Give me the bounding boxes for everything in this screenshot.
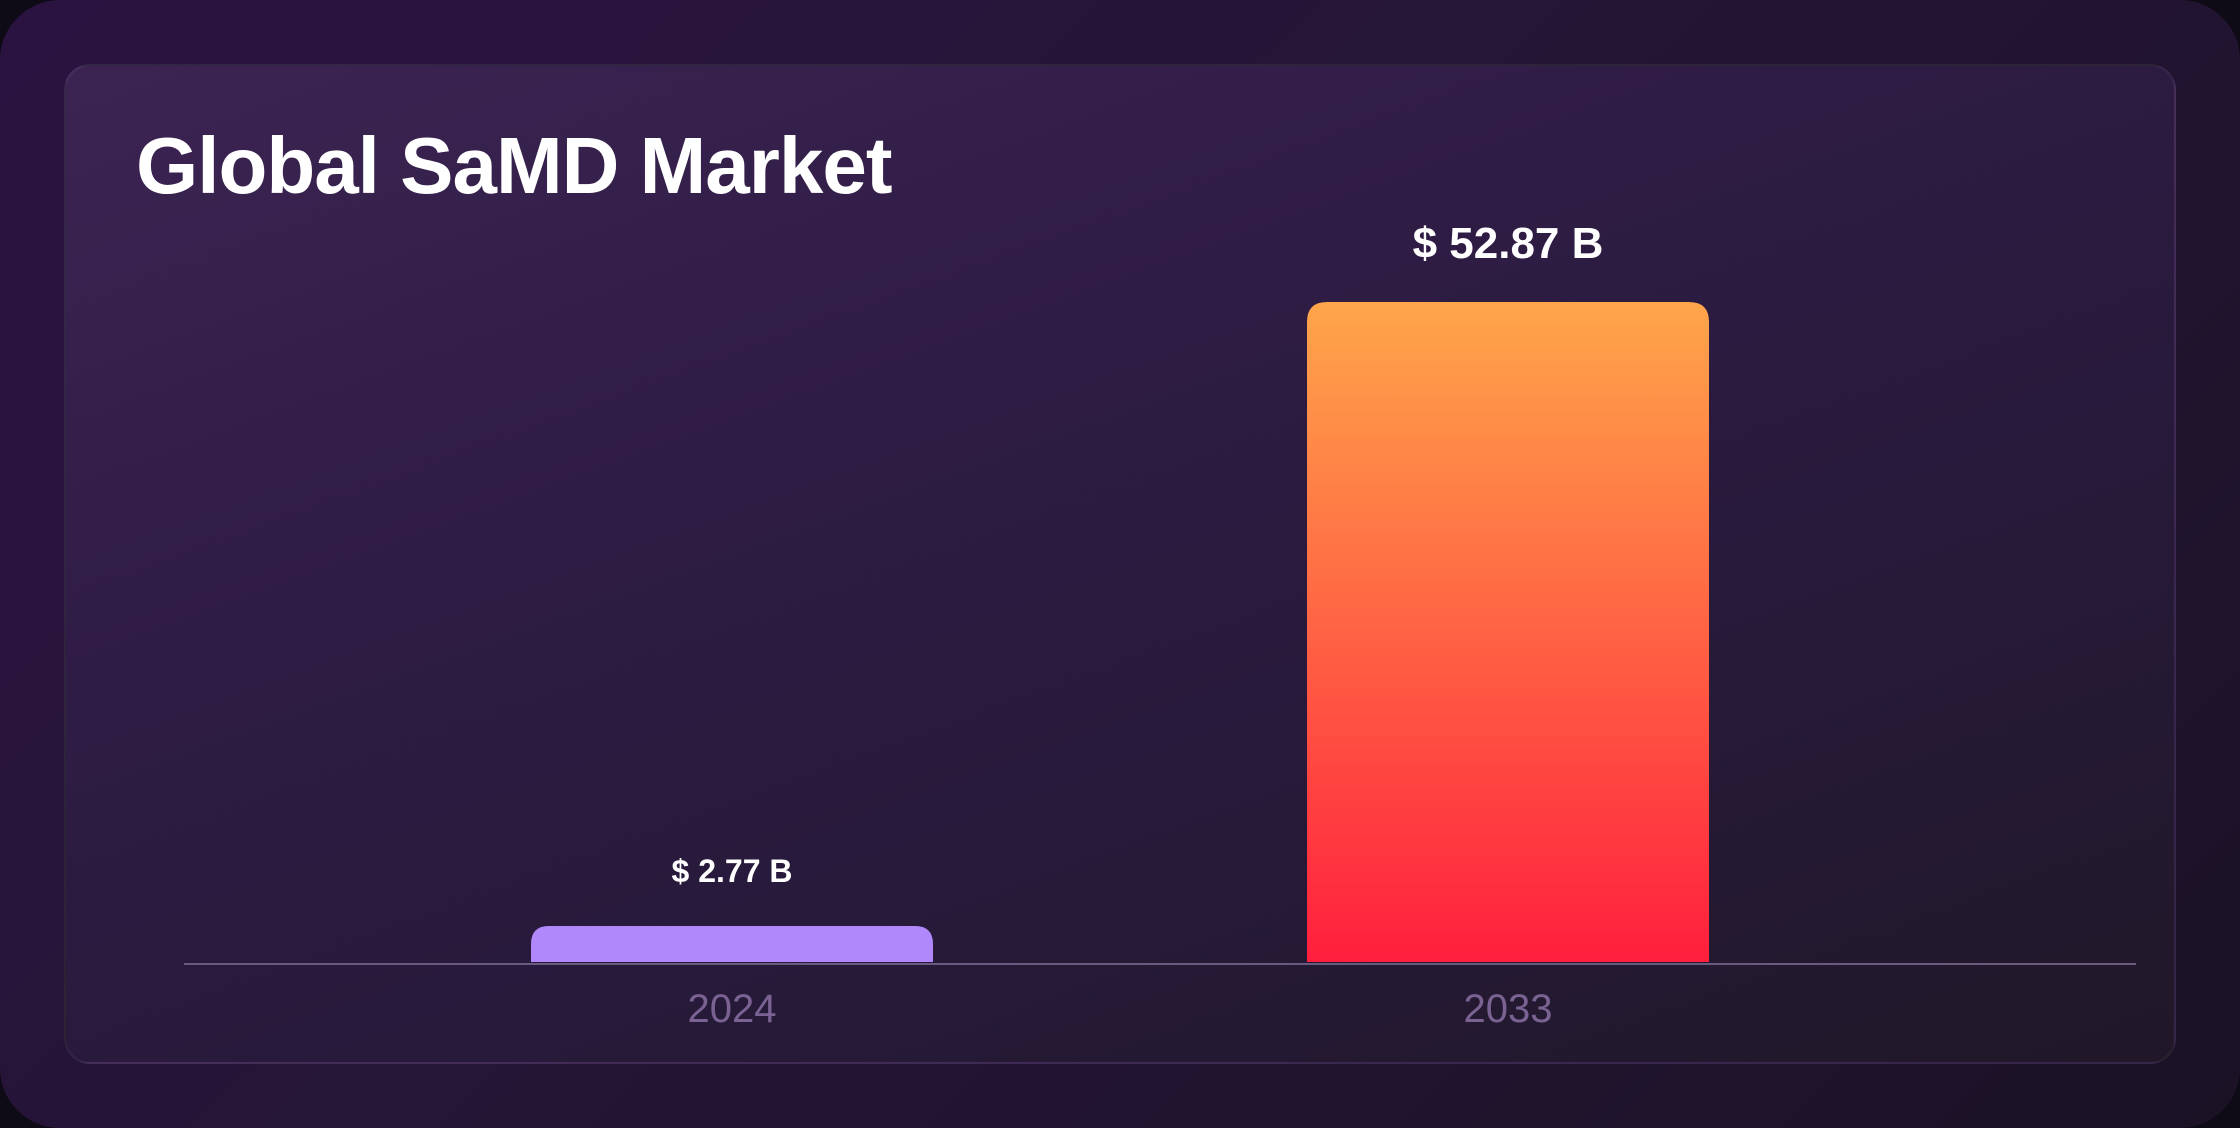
bar-2033 xyxy=(1307,302,1709,962)
value-label-2033: $ 52.87 B xyxy=(1413,219,1604,268)
x-tick-label-2024: 2024 xyxy=(688,987,777,1031)
x-tick-label-2033: 2033 xyxy=(1464,987,1553,1031)
chart-title: Global SaMD Market xyxy=(136,121,893,210)
chart-card xyxy=(64,64,2176,1064)
value-label-2024: $ 2.77 B xyxy=(672,853,793,889)
bar-2024 xyxy=(531,926,933,962)
